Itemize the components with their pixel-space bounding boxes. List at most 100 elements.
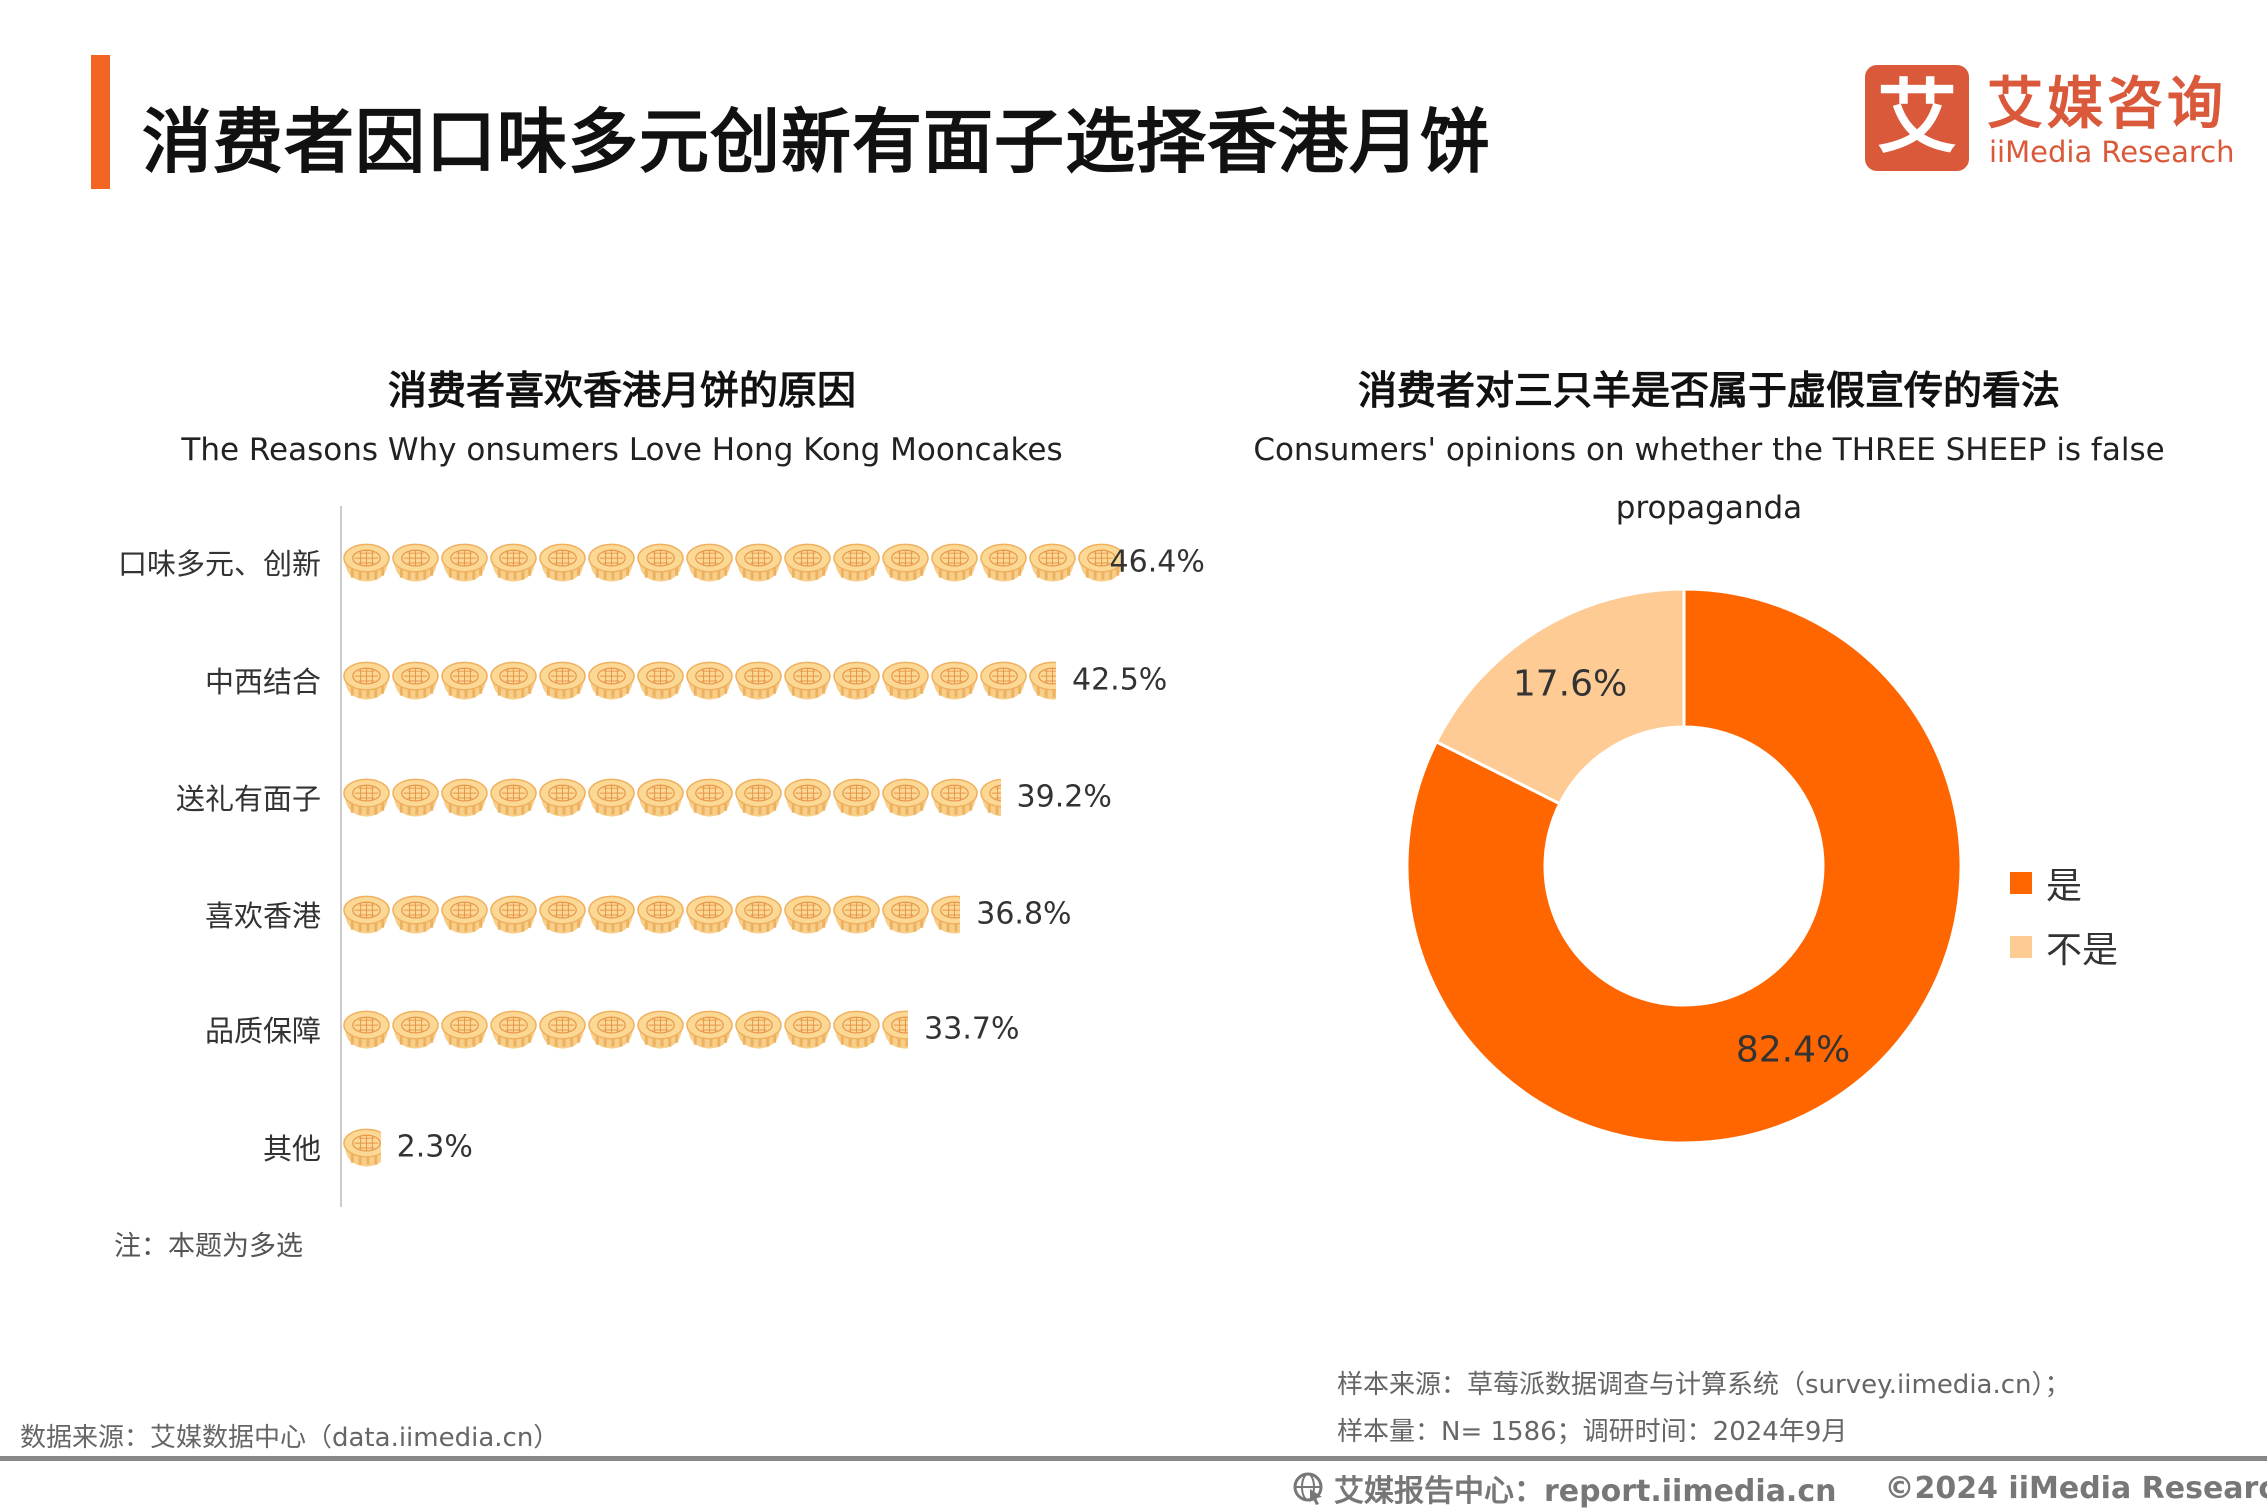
mooncake-icon [931,543,978,582]
mooncake-icon [392,778,439,817]
mooncake-icon [735,778,782,817]
mooncake-icon [343,1010,390,1049]
mooncake-icon [588,661,635,700]
mooncake-icon [490,778,537,817]
mooncake-icon [441,661,488,700]
mooncake-icon [392,895,439,934]
donut-slice [1434,587,1686,806]
category-label: 口味多元、创新 [117,547,321,581]
category-label: 喜欢香港 [204,899,321,933]
footer-bar: 艾媒报告中心：report.iimedia.cn ©2024 iiMedia R… [1292,1466,2267,1510]
mooncake-icon [833,778,880,817]
mooncake-icon [735,895,782,934]
mooncake-icon [392,1010,439,1049]
bar-chart-axis [340,506,342,1207]
mooncake-icon [931,778,978,817]
mooncake-icon [931,895,961,934]
mooncake-icon [490,661,537,700]
mooncake-icon [588,895,635,934]
mooncake-icon [882,895,929,934]
mooncake-icon [637,778,684,817]
bar-chart-subtitle: The Reasons Why onsumers Love Hong Kong … [181,432,1063,468]
mooncake-icon [343,1128,381,1167]
donut-slice [1405,587,1963,1145]
mooncake-icon [539,1010,586,1049]
mooncake-icon [882,543,929,582]
mooncake-icon [686,661,733,700]
mooncake-icon [833,1010,880,1049]
mooncake-icon [833,543,880,582]
mooncake-icon [637,543,684,582]
copyright: ©2024 iiMedia Research Inc [1884,1470,2267,1506]
value-label: 36.8% [976,896,1072,932]
chart-note: 注：本题为多选 [114,1231,303,1262]
mooncake-icon [539,778,586,817]
mooncake-icon [343,543,390,582]
value-label: 2.3% [396,1129,473,1165]
bar [342,889,961,939]
legend-swatch [2010,872,2032,894]
bar-chart-title: 消费者喜欢香港月饼的原因 [387,369,857,414]
mooncake-icon [490,543,537,582]
page-title: 消费者因口味多元创新有面子选择香港月饼 [142,101,1491,183]
legend-label: 是 [2046,866,2083,907]
mooncake-icon [490,1010,537,1049]
value-label: 39.2% [1016,779,1112,815]
mooncake-icon [735,543,782,582]
mooncake-icon [1029,661,1056,700]
logo-en: iiMedia Research [1989,135,2235,169]
legend-label: 不是 [2046,930,2119,971]
mooncake-icon [588,778,635,817]
bar [342,1122,381,1172]
bar [342,1004,909,1054]
sample-size: 样本量：N= 1586；调研时间：2024年9月 [1337,1417,1848,1447]
mooncake-icon [980,661,1027,700]
bar [342,772,1001,822]
mooncake-icon [343,661,390,700]
slice-value-label: 82.4% [1735,1029,1851,1071]
mooncake-icon [392,661,439,700]
mooncake-icon [539,543,586,582]
mooncake-icon [441,1010,488,1049]
category-label: 送礼有面子 [175,782,321,816]
bar [342,655,1056,705]
sample-source: 样本来源：草莓派数据调查与计算系统（survey.iimedia.cn）； [1337,1370,2071,1400]
mooncake-icon [686,1010,733,1049]
mooncake-icon [784,543,831,582]
data-source: 数据来源：艾媒数据中心（data.iimedia.cn） [20,1423,560,1453]
iimedia-logo: 艾 艾媒咨询 iiMedia Research [1865,65,2234,171]
mooncake-icon [686,543,733,582]
mooncake-icon [637,895,684,934]
mooncake-icon [784,661,831,700]
legend-swatch [2010,936,2032,958]
mooncake-icon [441,543,488,582]
mooncake-icon [588,1010,635,1049]
legend-item-no: 不是 [2010,921,2118,973]
mooncake-icon [343,778,390,817]
bar [342,537,1122,587]
mooncake-icon [441,778,488,817]
category-label: 品质保障 [204,1014,321,1048]
mooncake-icon [784,895,831,934]
mooncake-icon [980,543,1027,582]
title-accent-bar [91,55,110,189]
mooncake-icon [735,1010,782,1049]
mooncake-icon [686,895,733,934]
report-center-link[interactable]: 艾媒报告中心：report.iimedia.cn [1334,1474,1837,1509]
mooncake-icon [490,895,537,934]
logo-mark: 艾 [1865,65,1969,171]
value-label: 46.4% [1109,544,1205,580]
mooncake-icon [1078,543,1122,582]
slice-value-label: 17.6% [1512,663,1628,705]
globe-cursor-icon [1293,1472,1323,1505]
mooncake-icon [735,661,782,700]
mooncake-icon [833,661,880,700]
value-label: 33.7% [924,1011,1020,1047]
mooncake-icon [441,895,488,934]
mooncake-icon [784,778,831,817]
mooncake-icon [784,1010,831,1049]
mooncake-icon [833,895,880,934]
mooncake-icon [343,895,390,934]
mooncake-icon [1029,543,1076,582]
mooncake-icon [882,661,929,700]
